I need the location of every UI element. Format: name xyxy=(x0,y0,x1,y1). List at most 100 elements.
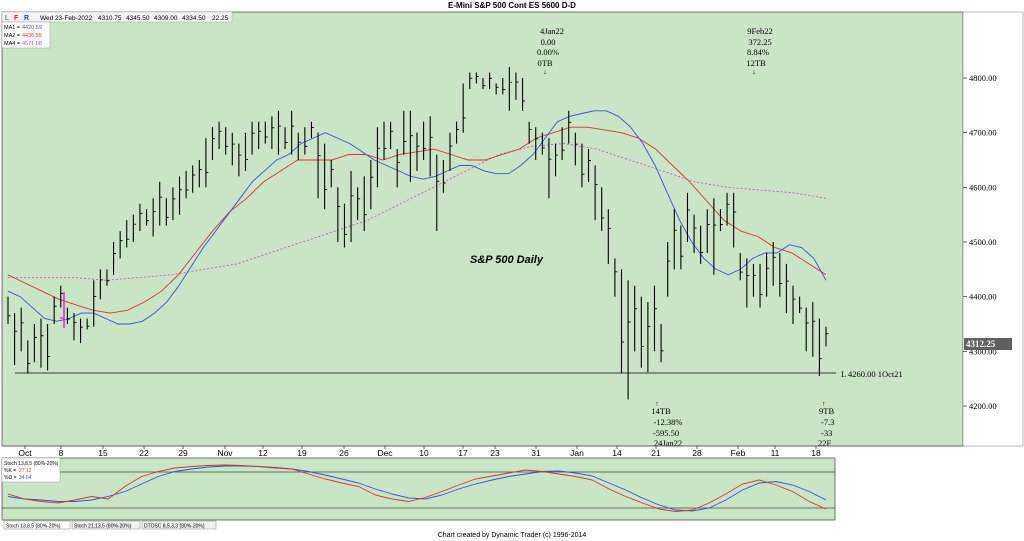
price-bar xyxy=(264,121,268,144)
price-bar xyxy=(403,110,407,155)
svg-text:9TB: 9TB xyxy=(819,406,834,416)
price-bar xyxy=(667,242,671,297)
stoch-legend: Stoch 13,8,5 (80%-20%) %K = 27.12 %D = 3… xyxy=(1,457,61,483)
price-bar xyxy=(7,296,11,324)
price-bar xyxy=(106,269,110,286)
price-bar xyxy=(508,67,512,111)
price-bar xyxy=(640,296,644,368)
price-bar xyxy=(812,302,816,357)
toolbar-button-f[interactable]: F xyxy=(14,15,19,22)
price-bar xyxy=(20,307,24,352)
svg-text:9Feb22: 9Feb22 xyxy=(747,26,773,36)
ma1-label: MA1 = xyxy=(4,25,20,31)
price-bar xyxy=(80,318,84,344)
price-bar xyxy=(47,324,51,371)
price-panel[interactable] xyxy=(1,11,964,447)
price-bar xyxy=(119,231,123,259)
toolbar-button-l[interactable]: L xyxy=(5,15,9,22)
toolbar-button-r[interactable]: R xyxy=(24,15,29,22)
price-bar xyxy=(225,127,229,155)
price-bar xyxy=(462,83,466,133)
price-bar xyxy=(515,72,519,100)
price-bar xyxy=(172,187,176,221)
toolbar-open: 4310.75 xyxy=(98,15,122,22)
price-bar xyxy=(112,242,117,275)
svg-text:↓: ↓ xyxy=(543,68,547,76)
stoch-k-line xyxy=(7,464,827,512)
svg-text:24Jan22: 24Jan22 xyxy=(654,438,682,448)
price-bar xyxy=(93,280,97,327)
price-bar xyxy=(383,121,387,160)
svg-text:14TB: 14TB xyxy=(651,406,671,416)
toolbar: L F R Wed 23-Feb-2022 4310.75 4345.50 43… xyxy=(1,11,233,23)
price-bar xyxy=(693,214,697,253)
date-tick-label: 21 xyxy=(651,448,661,458)
price-bar xyxy=(680,225,684,270)
ma2-label: MA2 = xyxy=(4,33,20,39)
price-bar xyxy=(40,318,44,368)
price-bar xyxy=(581,143,585,188)
tab-stoch-13-label: Stoch 13,8,5 (80%-20%) xyxy=(6,524,61,530)
price-bar xyxy=(528,121,532,144)
price-bar xyxy=(53,296,57,324)
price-bar xyxy=(370,160,374,210)
annotation-bottom-1: ↑ 14TB -12.38% -595.50 24Jan22 xyxy=(651,400,682,448)
price-bar xyxy=(126,220,130,248)
price-bar xyxy=(198,160,202,188)
price-bar xyxy=(561,127,565,160)
price-bar xyxy=(363,176,367,232)
price-bar xyxy=(726,192,730,226)
price-bar xyxy=(423,121,427,160)
price-bars xyxy=(7,67,829,400)
tab-dtosc-label: DTOSC 8,5,3,3 (80%-20%) xyxy=(144,524,205,530)
price-bar xyxy=(185,170,189,199)
tab-stoch-13[interactable] xyxy=(3,520,71,530)
price-bar xyxy=(607,209,611,264)
tab-dtosc[interactable] xyxy=(141,520,217,530)
price-bar xyxy=(535,127,539,160)
ma4-value: 4571.08 xyxy=(22,41,42,47)
price-bar xyxy=(60,285,64,308)
price-bar xyxy=(785,263,789,314)
date-axis: Oct 8 15 22 29 Nov 12 19 26 Dec 10 17 23 31 Jan 14 21 28 F… xyxy=(2,445,963,458)
price-bar xyxy=(337,187,341,242)
price-bar xyxy=(746,258,750,308)
svg-text:-595.50: -595.50 xyxy=(653,428,679,438)
price-bar xyxy=(475,72,479,84)
stoch-d-line xyxy=(7,465,827,512)
price-bar xyxy=(165,198,169,226)
price-bar xyxy=(719,209,723,232)
stoch-d-value: 34.64 xyxy=(19,475,32,481)
price-bar xyxy=(343,203,347,248)
price-bar xyxy=(238,143,242,177)
window-title: E-Mini S&P 500 Cont ES 5600 D-D xyxy=(448,1,576,10)
annotation-top-1: 4Jan22 0.00 0.00% 0TB ↓ xyxy=(537,26,564,76)
date-tick-label: 29 xyxy=(178,448,188,458)
stoch-panel[interactable] xyxy=(1,457,836,521)
price-bar xyxy=(779,252,783,297)
date-tick-label: 12 xyxy=(258,448,268,458)
date-tick-label: Nov xyxy=(217,448,233,458)
price-bar xyxy=(409,110,413,182)
date-tick-label: 26 xyxy=(339,448,349,458)
price-bar xyxy=(145,209,150,226)
price-bar xyxy=(231,132,235,166)
date-tick-label: Oct xyxy=(18,448,32,458)
price-tick-label: 4300.00 xyxy=(969,346,997,356)
date-tick-label: 31 xyxy=(531,448,541,458)
price-bar xyxy=(713,198,717,275)
svg-text:0.00%: 0.00% xyxy=(537,47,559,57)
price-axis xyxy=(962,11,1024,447)
price-bar xyxy=(469,72,473,89)
price-bar xyxy=(660,324,664,363)
price-bar xyxy=(330,160,334,188)
svg-text:12TB: 12TB xyxy=(746,58,766,68)
price-bar xyxy=(251,121,255,155)
ma2-value: 4436.55 xyxy=(22,33,42,39)
price-bar xyxy=(752,263,756,297)
stoch-k-label: %K = xyxy=(4,468,16,474)
tab-stoch-21[interactable] xyxy=(71,520,141,530)
price-bar xyxy=(686,192,690,242)
price-tick-label: 4800.00 xyxy=(969,73,997,83)
